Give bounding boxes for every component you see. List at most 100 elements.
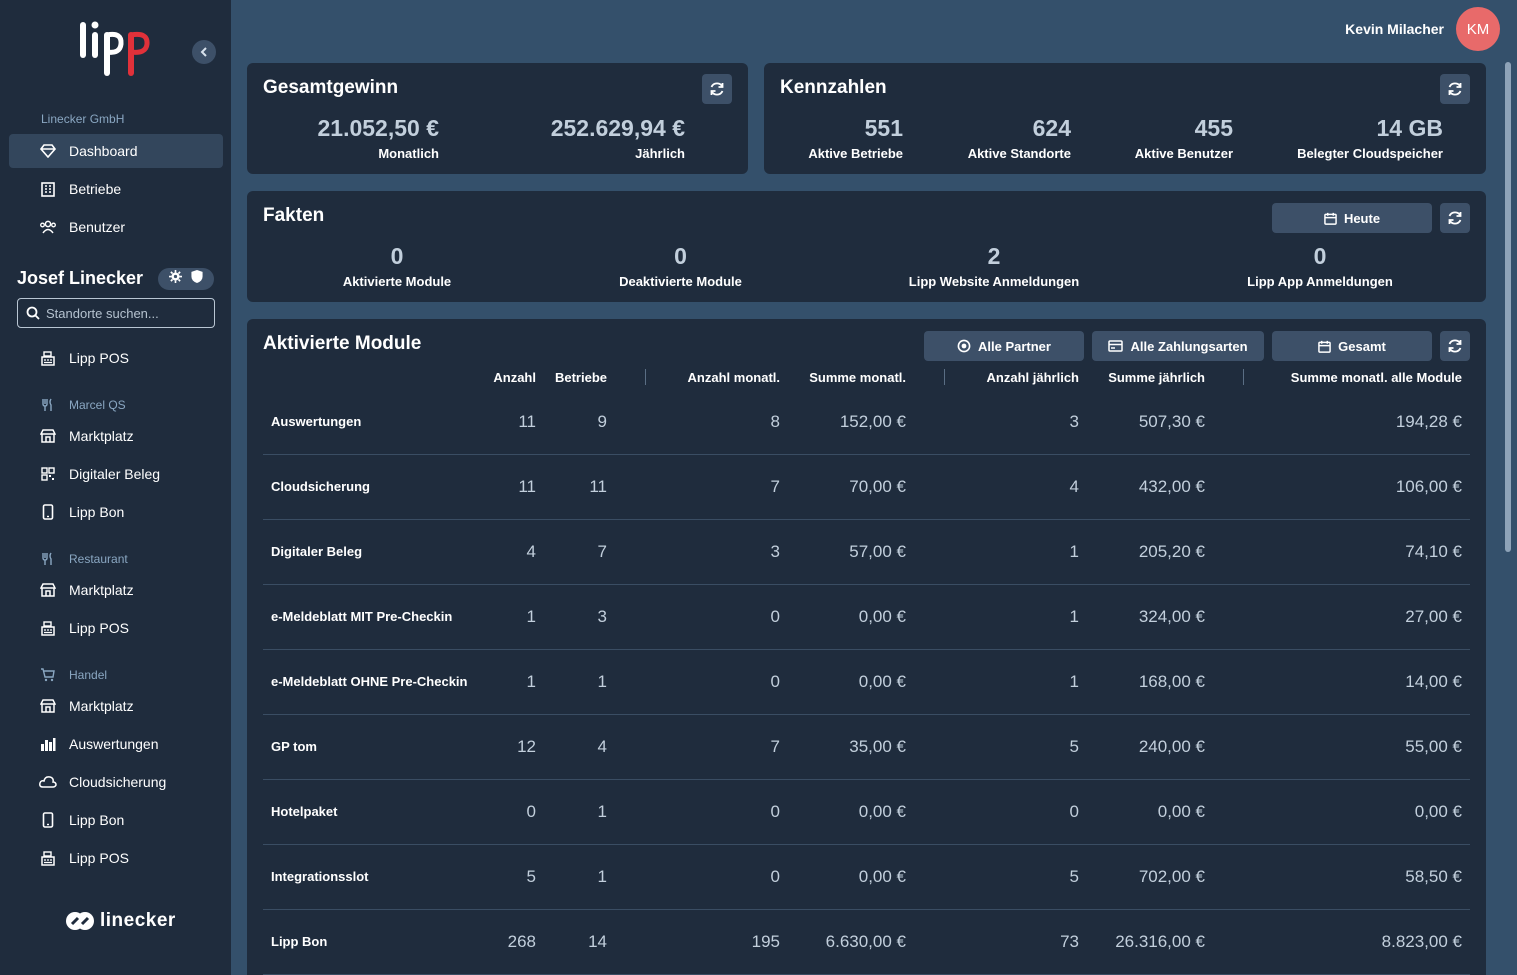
cash-register-icon — [39, 619, 57, 637]
nav-marktplatz[interactable]: Marktplatz — [9, 689, 223, 723]
target-icon — [957, 339, 971, 353]
card-title: Aktivierte Module — [263, 333, 422, 354]
gear-icon[interactable] — [168, 270, 182, 288]
table-cell: 432,00 € — [1138, 477, 1205, 496]
table-row[interactable]: Digitaler Beleg 4 7 3 57,00 € 1 205,20 € 74,10 … — [263, 520, 1470, 585]
calendar-icon — [1324, 212, 1337, 225]
table-row[interactable]: Integrationsslot 5 1 0 0,00 € 5 702,00 € 58,50 … — [263, 845, 1470, 910]
nav-label: Auswertungen — [69, 736, 159, 752]
nav-lipp-bon[interactable]: Lipp Bon — [9, 803, 223, 837]
column-header[interactable]: Betriebe — [554, 370, 607, 385]
stat-label: Jährlich — [635, 146, 685, 161]
table-cell: 1 — [597, 672, 607, 691]
column-header[interactable]: Anzahl — [493, 370, 536, 385]
table-cell: 14 — [588, 932, 607, 951]
column-header[interactable]: Summe jährlich — [1108, 370, 1205, 385]
lipp-logo[interactable] — [76, 18, 156, 82]
shield-icon[interactable] — [191, 270, 203, 288]
group-label: Restaurant — [69, 552, 128, 566]
table-cell: 7 — [770, 477, 780, 496]
table-row[interactable]: Lipp Bon 268 14 195 6.630,00 € 73 26.316,00 € 8… — [263, 910, 1470, 975]
date-filter-button[interactable]: Heute — [1272, 203, 1432, 233]
nav-lipp-pos[interactable]: Lipp POS — [9, 341, 223, 375]
column-header[interactable]: Anzahl monatl. — [687, 370, 780, 385]
table-cell: 1 — [1069, 672, 1079, 691]
table-row[interactable]: Cloudsicherung 11 11 7 70,00 € 4 432,00 € 106,0… — [263, 455, 1470, 520]
table-row[interactable]: e-Meldeblatt MIT Pre-Checkin 1 3 0 0,00 € 1 32… — [263, 585, 1470, 650]
nav-lipp-pos[interactable]: Lipp POS — [9, 611, 223, 645]
table-cell: 205,20 € — [1138, 542, 1205, 561]
table-cell: 74,10 € — [1405, 542, 1462, 561]
table-cell: 240,00 € — [1138, 737, 1205, 756]
table-cell: 7 — [597, 542, 607, 561]
nav-marktplatz[interactable]: Marktplatz — [9, 419, 223, 453]
collapse-sidebar-button[interactable] — [192, 40, 216, 64]
period-filter-button[interactable]: Gesamt — [1272, 331, 1432, 361]
refresh-button[interactable] — [1440, 74, 1470, 104]
table-cell: 35,00 € — [849, 737, 906, 756]
nav-label: Benutzer — [69, 219, 126, 235]
module-name: e-Meldeblatt MIT Pre-Checkin — [271, 609, 453, 624]
module-name: Digitaler Beleg — [271, 544, 363, 559]
selected-user-name: Josef Linecker — [17, 268, 144, 288]
nav-label: Lipp POS — [69, 350, 129, 366]
module-name: Auswertungen — [271, 414, 362, 429]
table-cell: 6.630,00 € — [825, 932, 906, 951]
header-user-name[interactable]: Kevin Milacher — [1345, 21, 1444, 37]
table-cell: 0 — [1069, 802, 1079, 821]
column-header[interactable]: Anzahl jährlich — [986, 370, 1079, 385]
stat-value: 0 — [1313, 243, 1327, 269]
table-row[interactable]: GP tom 12 4 7 35,00 € 5 240,00 € 55,00 € — [263, 715, 1470, 780]
nav-cloudsicherung[interactable]: Cloudsicherung — [9, 765, 223, 799]
nav-marktplatz[interactable]: Marktplatz — [9, 573, 223, 607]
nav-lipp-bon[interactable]: Lipp Bon — [9, 495, 223, 529]
table-cell: 1 — [526, 607, 536, 626]
payment-filter-button[interactable]: Alle Zahlungsarten — [1092, 331, 1264, 361]
table-cell: 106,00 € — [1395, 477, 1462, 496]
store-icon — [39, 427, 57, 445]
nav-label: Digitaler Beleg — [69, 466, 161, 482]
table-cell: 14,00 € — [1405, 672, 1462, 691]
avatar[interactable]: KM — [1456, 7, 1500, 51]
scrollbar[interactable] — [1505, 62, 1511, 552]
nav-betriebe[interactable]: Betriebe — [9, 172, 223, 206]
nav-label: Lipp Bon — [69, 812, 125, 828]
table-cell: 26.316,00 € — [1115, 932, 1205, 951]
table-cell: 0,00 € — [858, 672, 906, 691]
table-row[interactable]: Auswertungen 11 9 8 152,00 € 3 507,30 € 194,28 … — [263, 390, 1470, 455]
nav-label: Betriebe — [69, 181, 122, 197]
nav-auswertungen[interactable]: Auswertungen — [9, 727, 223, 761]
monthly-profit: 21.052,50 € Monatlich — [317, 115, 439, 161]
nav-label: Lipp Bon — [69, 504, 125, 520]
nav-benutzer[interactable]: Benutzer — [9, 210, 223, 244]
card-title: Kennzahlen — [780, 77, 887, 98]
column-header[interactable]: Summe monatl. — [809, 370, 906, 385]
column-header[interactable]: Summe monatl. alle Module — [1290, 370, 1462, 385]
nav-digitaler-beleg[interactable]: Digitaler Beleg — [9, 457, 223, 491]
partner-filter-button[interactable]: Alle Partner — [924, 331, 1084, 361]
search-icon — [26, 306, 40, 320]
nav-lipp-pos[interactable]: Lipp POS — [9, 841, 223, 875]
stat-label: Lipp Website Anmeldungen — [908, 274, 1080, 289]
table-row[interactable]: e-Meldeblatt OHNE Pre-Checkin 1 1 0 0,00 € 1 1… — [263, 650, 1470, 715]
stat-activated-modules: 0 Aktivierte Module — [317, 243, 477, 289]
table-cell: 5 — [1069, 737, 1079, 756]
table-cell: 507,30 € — [1138, 412, 1205, 431]
table-cell: 58,50 € — [1405, 867, 1462, 886]
column-divider — [645, 369, 646, 385]
location-search[interactable] — [17, 298, 215, 328]
refresh-button[interactable] — [1440, 331, 1470, 361]
nav-dashboard[interactable]: Dashboard — [9, 134, 223, 168]
search-input[interactable] — [46, 305, 206, 321]
table-cell: 1 — [1069, 542, 1079, 561]
group-handel: Handel — [41, 668, 107, 682]
refresh-button[interactable] — [702, 74, 732, 104]
building-icon — [39, 180, 57, 198]
table-cell: 5 — [526, 867, 536, 886]
stat-label: Aktive Benutzer — [1134, 146, 1233, 161]
linecker-logo: linecker — [64, 910, 176, 932]
table-row[interactable]: Hotelpaket 0 1 0 0,00 € 0 0,00 € 0,00 € — [263, 780, 1470, 845]
stat-value: 455 — [1194, 115, 1233, 141]
refresh-button[interactable] — [1440, 203, 1470, 233]
table-cell: 268 — [507, 932, 536, 951]
